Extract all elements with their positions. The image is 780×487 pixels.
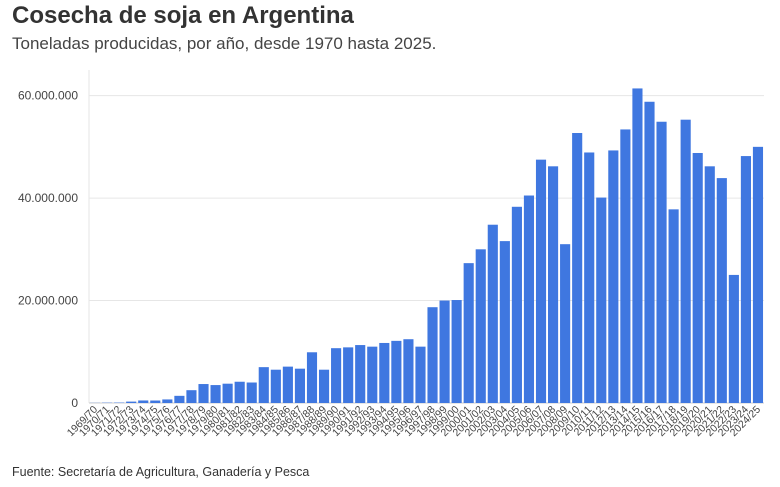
- y-tick-label: 0: [71, 396, 78, 410]
- bar-2008-09: [560, 244, 571, 403]
- chart-subtitle: Toneladas producidas, por año, desde 197…: [12, 34, 437, 53]
- bar-2024-25: [752, 146, 764, 403]
- chart-title: Cosecha de soja en Argentina: [12, 2, 354, 29]
- bar-2011-12: [596, 197, 607, 403]
- bar-1982-83: [246, 382, 257, 403]
- bar-1974-75: [150, 400, 161, 403]
- bar-2018-19: [680, 119, 691, 403]
- bar-2000-01: [463, 263, 474, 403]
- bar-2020-21: [704, 166, 715, 403]
- y-tick-label: 40.000.000: [18, 191, 78, 205]
- bar-2012-13: [608, 150, 619, 403]
- bar-2023-24: [740, 156, 751, 403]
- bar-1975-76: [162, 399, 173, 403]
- bar-1992-93: [367, 346, 378, 403]
- bar-1993-94: [379, 342, 390, 403]
- bar-1987-88: [306, 352, 318, 403]
- bar-2006-07: [535, 159, 547, 403]
- bar-1986-87: [294, 368, 306, 403]
- bar-1999-00: [451, 300, 462, 403]
- source-note: Fuente: Secretaría de Agricultura, Ganad…: [12, 465, 310, 479]
- bar-2017-18: [668, 209, 679, 403]
- bar-1990-91: [343, 347, 354, 403]
- bar-2015-16: [644, 101, 655, 403]
- bar-2014-15: [632, 88, 643, 403]
- bar-1985-86: [282, 366, 293, 403]
- bar-2013-14: [620, 129, 631, 403]
- bar-2021-22: [716, 178, 727, 403]
- y-tick-label: 60.000.000: [18, 89, 78, 103]
- bar-2010-11: [584, 152, 595, 403]
- bar-1997-98: [427, 307, 438, 403]
- bar-1980-81: [222, 383, 233, 403]
- bar-1991-92: [355, 345, 366, 403]
- bar-1973-74: [138, 400, 149, 403]
- bar-1983-84: [258, 367, 269, 403]
- bar-1989-90: [331, 348, 342, 403]
- bar-2003-04: [499, 241, 510, 403]
- bar-2007-08: [548, 166, 559, 403]
- bar-1998-99: [439, 300, 450, 403]
- bar-1996-97: [415, 346, 426, 403]
- bar-2005-06: [523, 195, 535, 403]
- bar-2004-05: [511, 206, 522, 403]
- bar-2019-20: [692, 152, 703, 403]
- bar-1995-96: [403, 339, 414, 403]
- bar-2016-17: [656, 121, 667, 404]
- bar-1994-95: [391, 340, 402, 403]
- bars: [89, 88, 764, 404]
- bar-1978-79: [198, 384, 209, 403]
- bar-1976-77: [174, 395, 185, 403]
- y-axis-ticks: 0 20.000.000 40.000.000 60.000.000: [18, 89, 78, 410]
- bar-2022-23: [728, 274, 739, 403]
- y-tick-label: 20.000.000: [18, 294, 78, 308]
- bar-1972-73: [126, 401, 137, 403]
- bar-2009-10: [572, 133, 583, 403]
- x-axis-ticks: 1969/701970/711971/721972/731973/741974/…: [65, 404, 763, 439]
- bar-1979-80: [210, 385, 221, 403]
- bar-2001-02: [475, 249, 486, 403]
- bar-1984-85: [270, 369, 281, 403]
- bar-1977-78: [186, 390, 197, 403]
- bar-1988-89: [318, 369, 330, 403]
- bar-1981-82: [234, 381, 245, 403]
- bar-2002-03: [487, 224, 498, 403]
